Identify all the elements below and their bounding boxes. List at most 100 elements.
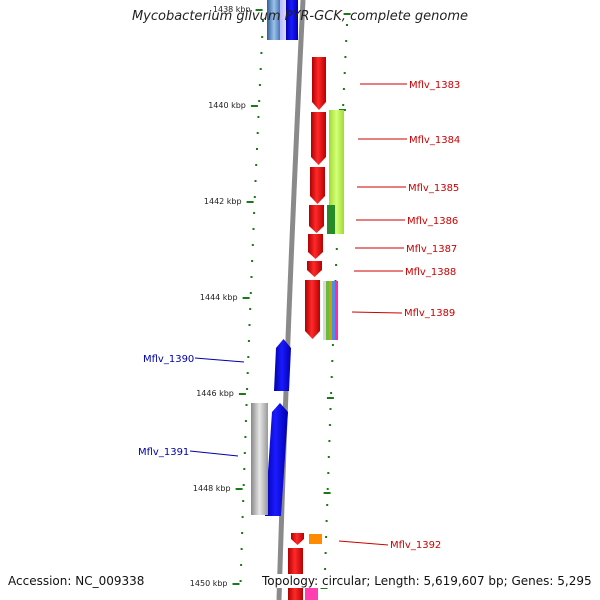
track-dot	[344, 56, 347, 58]
topology-text: Topology: circular; Length: 5,619,607 bp…	[262, 574, 592, 588]
scale-tick-label: 1440 kbp	[208, 101, 246, 110]
track-dot	[251, 260, 254, 262]
track-dot	[245, 404, 248, 406]
cog-bar-darkgreen	[327, 205, 335, 234]
scale-tick-mark	[343, 13, 351, 15]
gene-label: Mflv_1389	[404, 308, 455, 319]
gene-arrow-mflv-1387	[308, 234, 323, 259]
track-dot	[251, 244, 254, 246]
scale-tick-label: 1450 kbp	[190, 579, 228, 588]
scale-tick-mark	[242, 297, 250, 299]
gene-arrow-mflv-1385	[310, 167, 325, 204]
track-dot	[258, 84, 261, 86]
track-dot	[327, 472, 330, 474]
track-dot	[256, 148, 258, 150]
track-dot	[262, 20, 264, 22]
scale-tick-label: 1442 kbp	[204, 197, 242, 206]
track-dot	[242, 500, 245, 502]
scale-tick-mark	[320, 587, 328, 589]
gene-label: Mflv_1384	[409, 135, 460, 146]
track-dot	[259, 68, 262, 70]
gene-feature-partial-blue	[286, 0, 298, 40]
track-dot	[330, 376, 333, 378]
track-dot	[241, 532, 244, 534]
track-dot	[328, 424, 331, 426]
scale-tick-mark	[235, 488, 243, 490]
scale-tick-mark	[238, 393, 246, 395]
track-dot	[252, 228, 255, 230]
track-dot	[342, 104, 345, 106]
track-dot	[326, 504, 329, 506]
track-dot	[345, 40, 348, 42]
track-dot	[241, 516, 244, 518]
track-dot	[240, 564, 243, 566]
track-dot	[247, 340, 250, 342]
track-dot	[328, 440, 331, 442]
scale-tick-label: 1438 kbp	[213, 5, 251, 14]
track-dot	[240, 548, 243, 550]
track-dot	[249, 308, 252, 310]
track-dot	[257, 116, 260, 118]
label-leaders	[189, 83, 407, 546]
cog-bar-multicolor	[323, 281, 338, 340]
gene-feature-partial-magenta-bottom	[305, 588, 318, 600]
track-dot	[325, 520, 328, 522]
track-dot	[261, 36, 264, 38]
gene-labels: Mflv_1383 Mflv_1384 Mflv_1385 Mflv_1386 …	[138, 80, 460, 551]
track-dot	[256, 132, 259, 134]
track-dot	[253, 212, 256, 214]
cog-bar-orange	[309, 534, 322, 544]
gene-label: Mflv_1385	[408, 183, 459, 194]
track-dot	[326, 488, 329, 490]
track-dot	[253, 196, 256, 198]
gene-feature-partial-pale	[280, 0, 288, 40]
scale-tick-mark	[250, 105, 258, 107]
track-dot	[343, 72, 346, 74]
track-dot	[243, 468, 246, 470]
gene-arrow-mflv-1389	[305, 280, 320, 339]
track-dot	[335, 264, 338, 266]
track-dot	[255, 164, 258, 166]
track-dot	[329, 408, 332, 410]
accession-text: Accession: NC_009338	[8, 574, 145, 588]
track-dot	[335, 248, 338, 250]
track-dot	[327, 456, 330, 458]
scale-tick-label: 1446 kbp	[196, 389, 234, 398]
track-dot	[325, 536, 328, 538]
gene-label: Mflv_1387	[406, 244, 457, 255]
track-dot	[260, 52, 263, 54]
gene-arrow-mflv-1384	[311, 112, 326, 165]
gene-label: Mflv_1391	[138, 447, 189, 458]
track-dot	[324, 568, 327, 570]
scale-tick-mark	[232, 583, 240, 585]
track-dot	[324, 552, 327, 554]
map-title: Mycobacterium gilvum PYR-GCK, complete g…	[131, 9, 469, 24]
genome-backbone	[276, 0, 306, 600]
grey-feature	[251, 403, 268, 515]
gene-feature-partial-steel	[267, 0, 281, 40]
gene-arrow-mflv-1386	[309, 205, 324, 233]
track-dot	[247, 356, 250, 358]
track-dot	[244, 420, 247, 422]
track-dot	[342, 88, 345, 90]
gene-label: Mflv_1383	[409, 80, 460, 91]
track-dot	[244, 436, 247, 438]
track-dot	[246, 388, 249, 390]
scale-tick-mark	[326, 397, 334, 399]
scale-tick-mark	[246, 201, 254, 203]
gene-arrow-mflv-1391	[265, 403, 288, 516]
scale-tick-label: 1444 kbp	[200, 293, 238, 302]
scale-tick-mark	[323, 492, 331, 494]
track-dot	[242, 484, 245, 486]
scale-tick-label: 1448 kbp	[193, 484, 231, 493]
track-dot	[254, 180, 257, 182]
track-dot	[239, 580, 242, 582]
track-dot	[330, 392, 333, 394]
gene-arrow-mflv-1388	[307, 261, 322, 277]
scale-tick-mark	[255, 9, 263, 11]
gene-label: Mflv_1386	[407, 216, 458, 227]
scale-ticks: 1438 kbp 1440 kbp 1442 kbp 1444 kbp 1446 kbp…	[190, 5, 351, 589]
track-dot	[250, 276, 253, 278]
